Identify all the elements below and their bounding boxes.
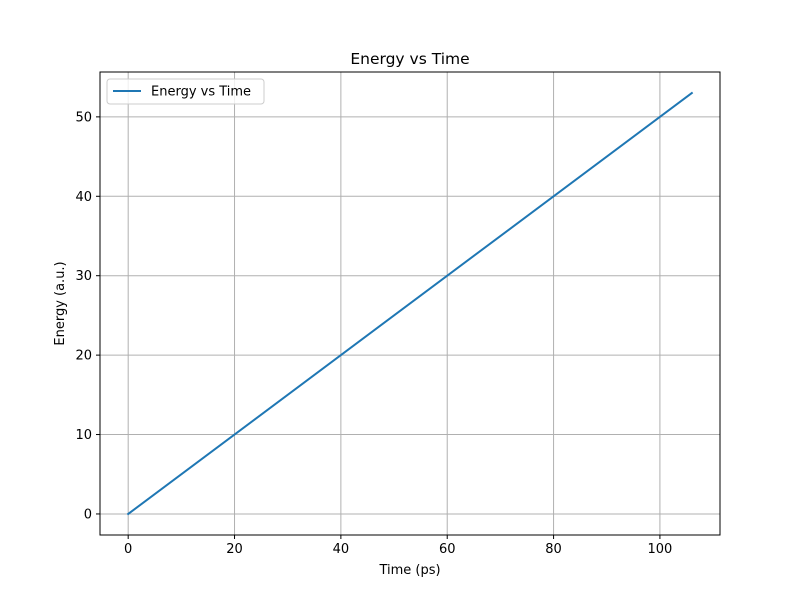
series-line	[126, 91, 694, 516]
x-tick-label: 20	[226, 542, 243, 557]
legend-box	[106, 78, 265, 105]
x-tick-label: 80	[545, 542, 562, 557]
x-axis-label: Time (ps)	[378, 563, 440, 578]
x-tick-label: 0	[124, 542, 132, 557]
series-layer	[126, 91, 694, 516]
y-tick-label: 20	[75, 349, 92, 364]
x-tick-label: 100	[648, 542, 673, 557]
grid	[100, 72, 720, 535]
y-tick-label: 40	[75, 190, 92, 205]
y-tick-label: 50	[75, 110, 92, 125]
x-tick-label: 40	[333, 542, 350, 557]
y-tick-label: 30	[75, 269, 92, 284]
x-ticks: 0 20 40 60 80 100	[124, 535, 672, 557]
legend: Energy vs Time	[106, 78, 265, 105]
y-tick-label: 10	[75, 428, 92, 443]
chart-title: Energy vs Time	[350, 50, 469, 68]
y-ticks: 0 10 20 30 40 50	[75, 110, 100, 522]
axes-frame	[99, 71, 721, 536]
y-tick-label: 0	[84, 507, 92, 522]
y-axis-label: Energy (a.u.)	[53, 261, 68, 345]
legend-label: Energy vs Time	[151, 85, 251, 100]
x-tick-label: 60	[439, 542, 456, 557]
